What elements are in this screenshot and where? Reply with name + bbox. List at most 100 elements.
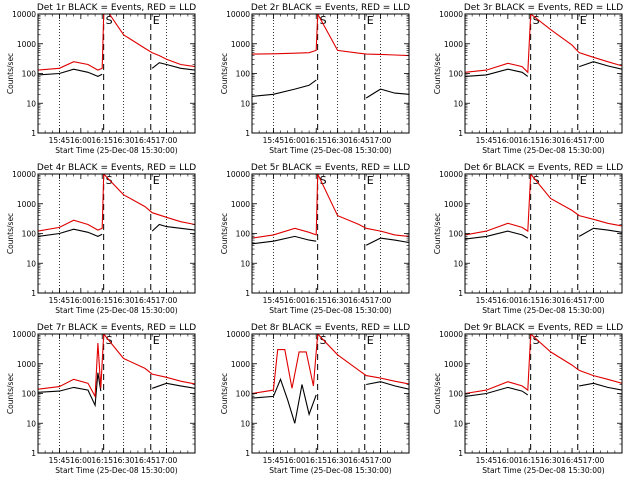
x-tick-label: 16:45 <box>561 456 583 465</box>
marker-label-e: E <box>580 14 587 27</box>
x-tick-label: 16:15 <box>305 296 327 305</box>
y-axis-title: Counts/sec <box>433 373 442 414</box>
x-tick-label: 16:15 <box>518 296 540 305</box>
x-tick-label: 16:00 <box>284 296 306 305</box>
x-tick-label: 15:45 <box>49 136 71 145</box>
x-tick-label: 16:00 <box>284 456 306 465</box>
x-axis-title: Start Time (25-Dec-08 15:30:00) <box>55 466 177 475</box>
y-tick-label: 1 <box>458 449 463 458</box>
series-line-events <box>151 62 195 71</box>
series-line-events <box>578 227 622 237</box>
x-tick-label: 16:15 <box>91 456 113 465</box>
y-tick-label: 1000 <box>231 40 250 49</box>
y-tick-label: 10000 <box>439 330 463 339</box>
x-tick-label: 16:00 <box>497 456 519 465</box>
y-tick-label: 10 <box>240 419 250 428</box>
x-tick-label: 16:30 <box>327 296 349 305</box>
x-tick-label: 15:45 <box>263 456 285 465</box>
y-tick-label: 10000 <box>226 10 250 19</box>
series-line-events <box>365 88 409 99</box>
y-tick-label: 1 <box>31 129 36 138</box>
x-tick-label: 17:00 <box>156 136 178 145</box>
x-tick-label: 16:45 <box>134 296 156 305</box>
y-tick-label: 10 <box>453 259 463 268</box>
x-tick-label: 15:45 <box>263 136 285 145</box>
y-tick-label: 10 <box>240 99 250 108</box>
series-line-lld <box>252 174 409 239</box>
marker-label-s: S <box>320 174 327 187</box>
panel-title: Det 2r BLACK = Events, RED = LLD <box>251 3 410 13</box>
series-line-events <box>579 61 622 70</box>
y-tick-label: 10000 <box>439 10 463 19</box>
series-line-lld <box>252 14 409 57</box>
plot-frame <box>251 333 410 454</box>
x-tick-label: 16:30 <box>113 296 135 305</box>
y-tick-label: 1 <box>31 449 36 458</box>
x-axis-title: Start Time (25-Dec-08 15:30:00) <box>482 146 604 155</box>
y-tick-label: 1 <box>245 129 250 138</box>
plot-frame <box>251 173 410 294</box>
x-tick-label: 16:30 <box>327 136 349 145</box>
x-tick-label: 17:00 <box>370 136 392 145</box>
y-tick-label: 10000 <box>12 10 36 19</box>
y-tick-label: 1000 <box>231 200 250 209</box>
y-tick-label: 1000 <box>231 360 250 369</box>
x-tick-label: 16:45 <box>348 456 370 465</box>
x-tick-label: 16:45 <box>348 136 370 145</box>
y-tick-label: 10 <box>453 99 463 108</box>
y-tick-label: 1000 <box>444 360 463 369</box>
series-line-events <box>38 228 103 238</box>
x-tick-label: 16:45 <box>134 456 156 465</box>
series-line-events <box>38 68 103 78</box>
x-axis-title: Start Time (25-Dec-08 15:30:00) <box>269 146 391 155</box>
y-tick-label: 1000 <box>444 200 463 209</box>
x-tick-label: 15:45 <box>476 296 498 305</box>
y-axis-title: Counts/sec <box>6 373 15 414</box>
series-line-lld <box>38 14 195 71</box>
panel-title: Det 9r BLACK = Events, RED = LLD <box>464 323 623 333</box>
x-tick-label: 16:45 <box>348 296 370 305</box>
y-tick-label: 10000 <box>12 330 36 339</box>
series-line-lld <box>38 174 195 232</box>
x-axis-title: Start Time (25-Dec-08 15:30:00) <box>269 306 391 315</box>
series-line-events <box>252 235 317 245</box>
x-tick-label: 16:45 <box>561 136 583 145</box>
marker-label-s: S <box>106 14 113 27</box>
y-tick-label: 100 <box>22 230 37 239</box>
x-tick-label: 16:15 <box>305 136 327 145</box>
y-tick-label: 100 <box>449 230 464 239</box>
x-tick-label: 16:00 <box>70 136 92 145</box>
x-tick-label: 16:00 <box>284 136 306 145</box>
y-tick-label: 1000 <box>17 200 36 209</box>
plot-frame <box>464 173 623 294</box>
series-line-events <box>465 386 529 397</box>
x-axis-title: Start Time (25-Dec-08 15:30:00) <box>55 146 177 155</box>
series-line-events <box>465 68 529 77</box>
plot-frame <box>464 13 623 134</box>
series-line-events <box>366 381 409 390</box>
y-tick-label: 100 <box>236 230 251 239</box>
series-line-lld <box>38 334 195 399</box>
panel-title: Det 1r BLACK = Events, RED = LLD <box>37 3 196 13</box>
x-tick-label: 17:00 <box>156 456 178 465</box>
x-tick-label: 16:30 <box>113 456 135 465</box>
y-tick-label: 10 <box>26 259 36 268</box>
y-tick-label: 1 <box>245 449 250 458</box>
y-tick-label: 10000 <box>226 170 250 179</box>
x-tick-label: 16:00 <box>70 456 92 465</box>
y-tick-label: 1000 <box>17 40 36 49</box>
y-tick-label: 10 <box>26 419 36 428</box>
marker-label-e: E <box>367 14 374 27</box>
x-tick-label: 16:15 <box>518 136 540 145</box>
marker-label-e: E <box>580 174 587 187</box>
y-axis-title: Counts/sec <box>220 213 229 254</box>
y-tick-label: 100 <box>449 70 464 79</box>
x-tick-label: 16:15 <box>91 296 113 305</box>
plot-frame <box>251 13 410 134</box>
y-tick-label: 10 <box>240 259 250 268</box>
